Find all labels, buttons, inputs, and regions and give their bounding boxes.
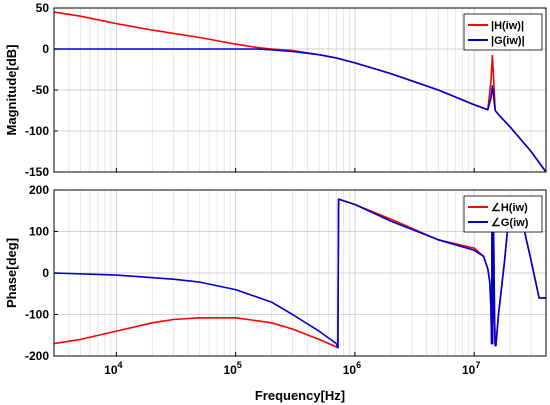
xlabel: Frequency[Hz] [255,388,345,403]
phase-ytick-label: -200 [25,349,49,363]
mag-legend-box [463,13,543,51]
mag-grid [53,7,547,173]
phase-ytick-label: 200 [29,183,49,197]
mag-ytick-label: -150 [25,165,49,179]
phase-subplot: 200 100 0 -100 -200 104 105 106 107 Phase[deg] Fre… [4,183,547,403]
mag-ylabel: Magnitude[dB] [4,45,19,136]
phase-xtick-label: 105 [223,360,241,377]
phase-ylabel: Phase[deg] [4,238,19,308]
mag-series-group [54,11,546,172]
mag-ytick-label: 0 [42,42,49,56]
mag-legend-label: |H(iw)| [491,20,524,32]
phase-xtick-label: 104 [104,360,122,377]
mag-ytick-label: -100 [25,124,49,138]
phase-series-group [54,197,546,349]
mag-ytick-label: -50 [32,83,50,97]
phase-xtick-label: 107 [462,360,480,377]
phase-legend: ∠H(iw) ∠G(iw) [463,195,543,233]
phase-legend-label: ∠H(iw) [491,202,528,214]
phase-xtick-label: 106 [343,360,361,377]
mag-legend: |H(iw)| |G(iw)| [463,13,543,51]
phase-ytick-label: 0 [42,266,49,280]
magnitude-subplot: 50 0 -50 -100 -150 Magnitude[dB] |H(iw)| |G(iw)… [4,1,547,179]
mag-series-line-g [54,48,546,172]
phase-legend-box [463,195,543,233]
phase-ytick-label: -100 [25,308,49,322]
phase-series-line-g [54,198,546,349]
phase-ytick-label: 100 [29,225,49,239]
phase-legend-label: ∠G(iw) [491,217,529,229]
mag-legend-label: |G(iw)| [491,35,525,47]
mag-ytick-label: 50 [36,1,50,15]
